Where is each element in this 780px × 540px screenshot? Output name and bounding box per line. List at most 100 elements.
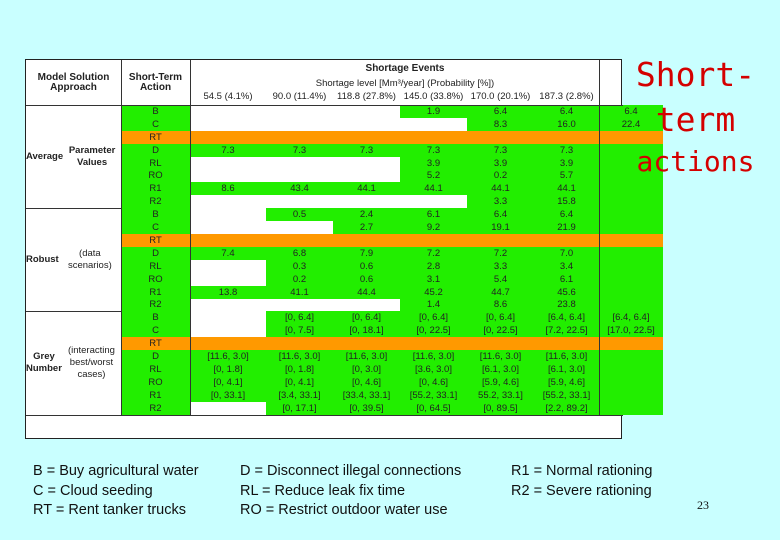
table-cell: 3.9 — [534, 156, 599, 170]
table-cell: 2.7 — [333, 221, 400, 235]
event-level-label: 90.0 (11.4%) — [272, 91, 327, 103]
table-cell — [599, 169, 663, 183]
action-cell: R1 — [121, 285, 190, 299]
legend-item: D = Disconnect illegal connections — [240, 463, 462, 479]
table-cell — [333, 337, 400, 351]
approach-label: Grey Number (interacting best/worst cases… — [26, 311, 121, 414]
table-cell — [534, 130, 599, 145]
table-cell: 7.0 — [534, 246, 599, 261]
table-cell — [333, 105, 400, 119]
approach-name: Average — [26, 150, 64, 162]
table-cell: 1.4 — [400, 298, 467, 312]
legend-column-3: R1 = Normal rationing R2 = Severe ration… — [511, 462, 652, 501]
table-cell: [0, 1.8] — [190, 363, 266, 377]
action-cell: B — [121, 105, 190, 119]
table-cell: 9.2 — [400, 221, 467, 235]
table-cell — [333, 130, 400, 145]
table-cell: [0, 22.5] — [467, 324, 534, 338]
approach-name: Grey Number — [26, 351, 62, 374]
table-cell: 43.4 — [266, 182, 333, 196]
table-cell: [3.6, 3.0] — [400, 363, 467, 377]
table-cell — [190, 195, 266, 209]
action-cell: RO — [121, 169, 190, 183]
table-cell: [7.2, 22.5] — [534, 324, 599, 338]
table-cell — [266, 337, 333, 351]
action-cell: R2 — [121, 298, 190, 312]
table-cell: 45.2 — [400, 285, 467, 299]
table-cell: 3.3 — [467, 259, 534, 274]
table-cell: 6.1 — [400, 208, 467, 222]
legend-item: RL = Reduce leak fix time — [240, 482, 406, 499]
table-cell — [467, 130, 534, 145]
grid-line — [190, 60, 191, 415]
table-cell — [333, 298, 400, 312]
legend-column-1: B = Buy agricultural water C = Cloud see… — [33, 462, 199, 521]
table-cell — [333, 156, 400, 170]
action-cell: RO — [121, 272, 190, 287]
table-cell: 44.1 — [467, 182, 534, 196]
table-cell — [266, 234, 333, 248]
table-cell: 55.2, 33.1] — [467, 388, 534, 403]
table-cell — [599, 234, 663, 248]
table-cell: 0.2 — [266, 272, 333, 287]
table-cell: 3.9 — [400, 156, 467, 170]
table-cell: [55.2, 33.1] — [400, 388, 467, 403]
header-action: Short-Term Action — [128, 71, 183, 93]
table-cell: [0, 6.4] — [400, 311, 467, 325]
table-cell — [190, 311, 266, 325]
table-cell: 7.2 — [467, 246, 534, 261]
table-cell: [0, 6.4] — [266, 311, 333, 325]
table-cell: 7.3 — [190, 143, 266, 158]
title-line-2: term — [655, 100, 736, 139]
table-cell: 5.4 — [467, 272, 534, 287]
table-cell — [400, 234, 467, 248]
action-cell: D — [121, 350, 190, 364]
table-cell: 3.9 — [467, 156, 534, 170]
table-cell — [599, 259, 663, 274]
table-cell: 5.7 — [534, 169, 599, 183]
action-cell: C — [121, 117, 190, 132]
table-cell: 0.5 — [266, 208, 333, 222]
table-cell: 0.3 — [266, 259, 333, 274]
table-cell: 0.2 — [467, 169, 534, 183]
header-shortage-events: Shortage Events — [365, 63, 445, 74]
table-cell: [0, 39.5] — [333, 401, 400, 416]
approach-subtitle: (interacting best/worst cases) — [67, 345, 115, 380]
table-cell: [0, 22.5] — [400, 324, 467, 338]
table-cell — [599, 401, 663, 416]
table-cell — [599, 246, 663, 261]
table-cell: 6.4 — [467, 105, 534, 119]
approach-name: Robust — [26, 253, 59, 265]
event-level-label: 118.8 (27.8%) — [337, 91, 396, 103]
table-cell — [599, 363, 663, 377]
table-cell: 16.0 — [534, 117, 599, 132]
table-cell: [3.4, 33.1] — [266, 388, 333, 403]
table-cell — [599, 350, 663, 364]
legend-item: C = Cloud seeding — [33, 482, 153, 499]
approach-subtitle: (data scenarios) — [67, 247, 112, 271]
table-cell: 6.1 — [534, 272, 599, 287]
action-cell: D — [121, 143, 190, 158]
page-number: 23 — [697, 498, 709, 512]
table-cell: 5.2 — [400, 169, 467, 183]
table-cell — [333, 117, 400, 132]
table-cell: 7.3 — [534, 143, 599, 158]
slide-title: Short- term actions — [633, 58, 758, 176]
table-cell: 13.8 — [190, 285, 266, 299]
table-cell: [0, 6.4] — [467, 311, 534, 325]
action-cell: RT — [121, 234, 190, 248]
table-cell: [0, 4.1] — [190, 375, 266, 390]
table-cell — [400, 337, 467, 351]
table-cell: 3.3 — [467, 195, 534, 209]
table-cell — [599, 208, 663, 222]
table-cell — [467, 337, 534, 351]
table-cell: 7.4 — [190, 246, 266, 261]
table-cell: [17.0, 22.5] — [599, 324, 663, 338]
table-cell: 44.1 — [400, 182, 467, 196]
table-cell: [0, 6.4] — [333, 311, 400, 325]
table-cell — [266, 117, 333, 132]
table-cell: [0, 1.8] — [266, 363, 333, 377]
table-cell — [266, 105, 333, 119]
grid-line — [26, 414, 623, 416]
action-cell: RO — [121, 375, 190, 390]
